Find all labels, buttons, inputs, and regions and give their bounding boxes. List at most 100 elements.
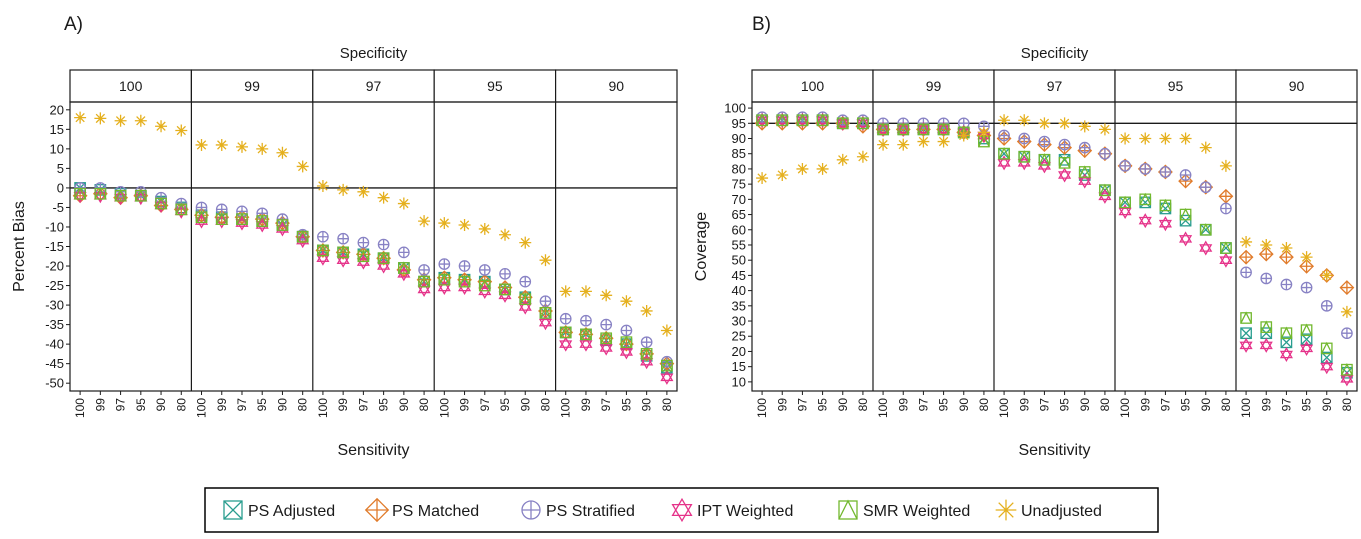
panel-a-point-smr-weighted: [458, 274, 471, 288]
legend-circle-plus-icon: [521, 500, 541, 520]
panel-a-point-smr-weighted: [559, 325, 572, 339]
panel-a-x-tick-label: 80: [417, 398, 431, 412]
panel-b-point-ipt-weighted: [1017, 155, 1031, 171]
panel-b-point-ps-adjusted: [1240, 327, 1252, 340]
panel-b-point-ps-stratified: [1078, 141, 1091, 154]
panel-a-y-tick-label: 5: [57, 161, 64, 176]
panel-a-x-tick-label: 100: [195, 398, 209, 418]
panel-a-point-smr-weighted: [499, 282, 511, 296]
panel-a-point-ps-stratified: [418, 264, 430, 276]
panel-b-point-smr-weighted: [816, 113, 829, 127]
panel-a-x-tick-label: 97: [478, 398, 492, 412]
panel-b-point-smr-weighted: [1078, 165, 1091, 178]
panel-a-point-unadjusted: [94, 112, 107, 125]
panel-b-point-ps-adjusted: [1058, 153, 1071, 166]
legend-label-ps-stratified: PS Stratified: [546, 503, 635, 520]
panel-b-point-smr-weighted: [877, 122, 889, 136]
panel-b-point-ps-stratified: [1179, 169, 1192, 181]
panel-a-x-axis-title: Sensitivity: [337, 442, 409, 459]
panel-b-y-tick-label: 25: [732, 329, 746, 344]
panel-a-point-smr-weighted: [478, 278, 491, 292]
panel-b-point-unadjusted: [957, 129, 970, 142]
panel-b-point-ps-stratified: [1320, 299, 1333, 312]
panel-a-point-ps-stratified: [580, 314, 592, 327]
panel-b-point-smr-weighted: [1341, 363, 1353, 376]
panel-a-point-smr-weighted: [519, 292, 532, 306]
panel-b-point-smr-weighted: [1240, 311, 1252, 324]
panel-a-x-tick-label: 95: [134, 398, 148, 412]
panel-a-point-unadjusted: [458, 219, 471, 231]
panel-b-point-unadjusted: [1078, 120, 1091, 133]
panel-b-point-ps-stratified: [1300, 281, 1313, 294]
panel-a-point-smr-weighted: [418, 274, 430, 288]
legend-label-ipt-weighted: IPT Weighted: [697, 503, 793, 520]
panel-b-point-ps-adjusted: [1199, 223, 1212, 236]
panel-a-point-ps-stratified: [640, 336, 653, 349]
panel-a-y-tick-label: -35: [45, 317, 64, 332]
panel-a-y-tick-label: 10: [50, 141, 64, 156]
panel-b-point-smr-weighted: [1058, 156, 1071, 169]
panel-a-strip-99: [190, 69, 314, 103]
panel-b-facet-title: Specificity: [1021, 45, 1089, 62]
panel-b-point-ps-stratified: [998, 129, 1010, 142]
panel-a-point-smr-weighted: [337, 245, 350, 259]
panel-b-point-smr-weighted: [1220, 241, 1232, 254]
panel-a-x-tick-label: 90: [397, 398, 411, 412]
panel-a-point-ipt-weighted: [478, 283, 492, 299]
panel-b-point-smr-weighted: [1018, 150, 1031, 163]
panel-b-point-smr-weighted: [1139, 192, 1152, 206]
panel-b-point-unadjusted: [1219, 159, 1232, 172]
panel-a-point-unadjusted: [155, 120, 168, 133]
panel-b-point-smr-weighted: [1280, 326, 1293, 340]
panel-a-point-ipt-weighted: [498, 287, 512, 303]
panel-b-y-tick-label: 85: [732, 146, 746, 161]
panel-b-point-ps-stratified: [1220, 202, 1232, 215]
panel-a-point-ipt-weighted: [538, 315, 553, 331]
panel-a-point-ipt-weighted: [559, 336, 573, 352]
panel-b-y-tick-label: 55: [732, 237, 746, 252]
panel-a-point-unadjusted: [195, 138, 208, 151]
panel-b-point-unadjusted: [1058, 117, 1071, 130]
legend-square-triangle-icon: [838, 499, 858, 520]
panel-b-point-unadjusted: [776, 169, 789, 181]
panel-a-point-unadjusted: [559, 285, 572, 298]
panel-b-x-tick-label: 95: [937, 398, 951, 412]
panel-b-x-tick-label: 95: [1300, 398, 1314, 412]
panel-a-point-unadjusted: [236, 140, 248, 153]
panel-b-point-unadjusted: [998, 114, 1011, 127]
panel-b-x-tick-label: 90: [1199, 398, 1213, 412]
panel-b-point-smr-weighted: [937, 122, 950, 136]
panel-a-point-ipt-weighted: [397, 266, 411, 282]
panel-b-point-unadjusted: [796, 162, 809, 175]
panel-b-point-unadjusted: [1098, 123, 1111, 136]
panel-b-point-ipt-weighted: [997, 155, 1011, 171]
legend-label-ps-matched: PS Matched: [392, 503, 479, 520]
panel-a-x-tick-label: 95: [619, 398, 633, 412]
panel-b-point-ipt-weighted: [1279, 346, 1293, 363]
panel-b-x-tick-label: 99: [775, 398, 789, 412]
panel-a-point-smr-weighted: [256, 214, 269, 227]
panel-b-point-unadjusted: [1260, 238, 1273, 251]
panel-a-point-ps-stratified: [337, 232, 349, 245]
panel-b-x-tick-label: 80: [977, 398, 991, 412]
panel-a-point-unadjusted: [478, 222, 491, 235]
panel-b-x-tick-label: 95: [1058, 398, 1072, 412]
panel-a-point-unadjusted: [337, 183, 350, 196]
panel-a-point-unadjusted: [377, 191, 390, 204]
panel-b-point-unadjusted: [856, 150, 869, 163]
panel-b-point-unadjusted: [1340, 305, 1353, 318]
panel-a-point-unadjusted: [296, 160, 309, 173]
panel-b-point-unadjusted: [897, 138, 910, 151]
panel-b-x-tick-label: 95: [1179, 398, 1193, 412]
panel-a-x-tick-label: 99: [579, 398, 593, 412]
panel-b-point-unadjusted: [1139, 132, 1152, 145]
panel-b-plot-frame: [751, 101, 1358, 392]
panel-b-point-ipt-weighted: [1179, 231, 1193, 247]
panel-a-point-ps-stratified: [499, 267, 511, 280]
panel-b-strip-label-100: 100: [801, 78, 825, 94]
panel-a-x-tick-label: 99: [215, 398, 229, 412]
panel-b-point-smr-weighted: [1119, 195, 1131, 209]
panel-b-y-tick-label: 50: [732, 253, 746, 268]
panel-a-point-unadjusted: [499, 228, 511, 241]
panel-b-x-tick-label: 80: [1340, 398, 1354, 412]
